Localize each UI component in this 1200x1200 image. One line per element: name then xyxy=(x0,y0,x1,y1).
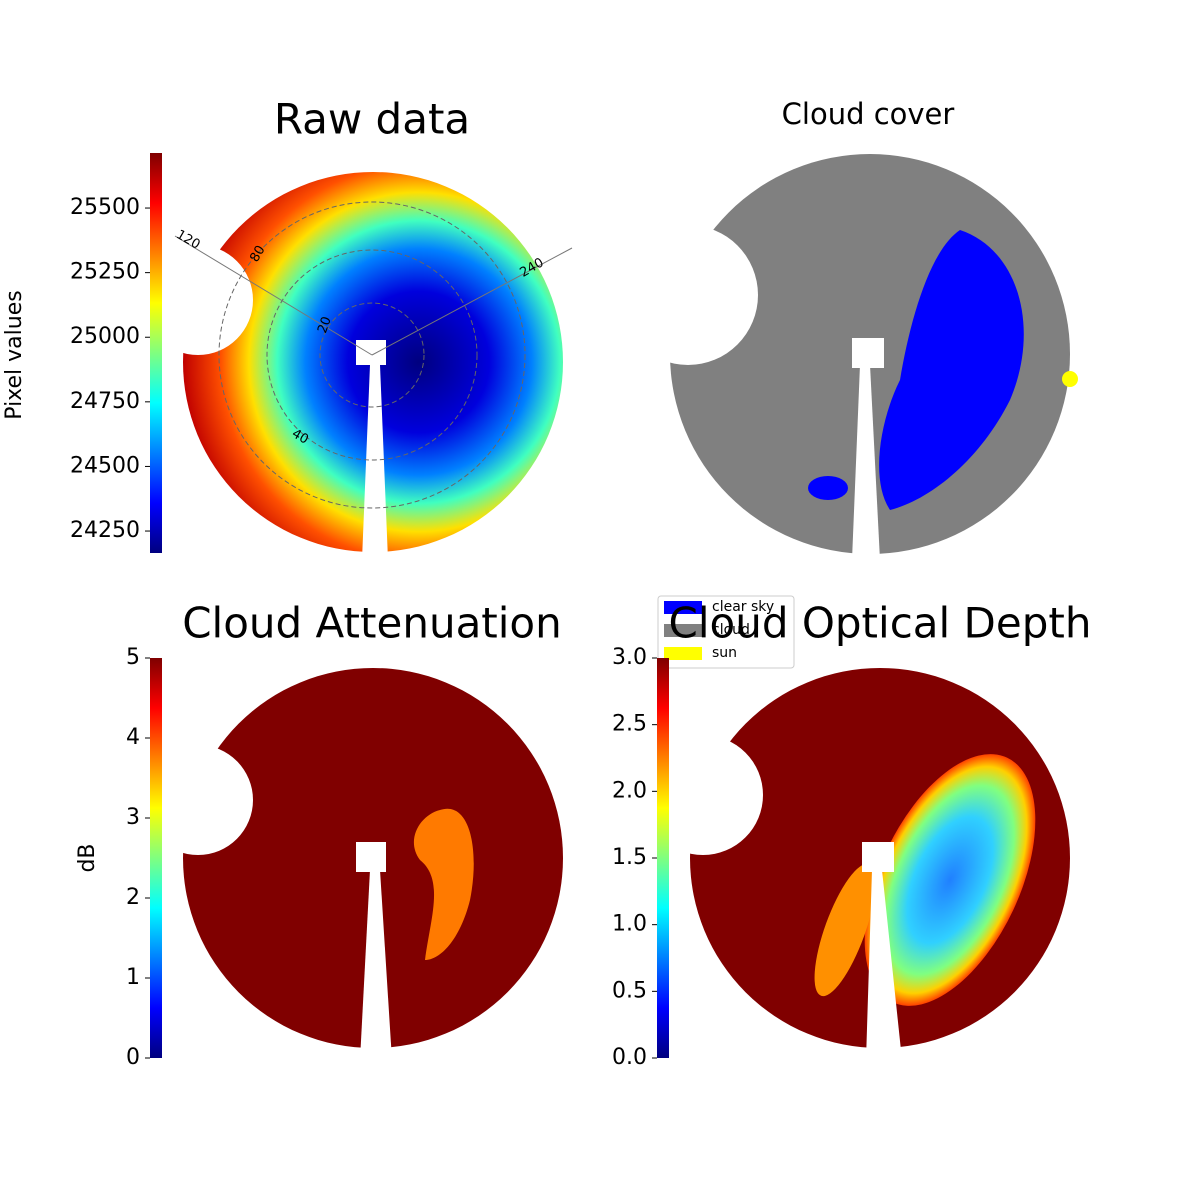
colorbar-tick-label: 1.0 xyxy=(612,912,647,937)
colorbar-tick-label: 4 xyxy=(126,725,140,750)
panel-title: Cloud Optical Depth xyxy=(669,599,1092,648)
panel-title: Cloud Attenuation xyxy=(182,599,562,648)
panel-title: Cloud cover xyxy=(782,97,955,131)
colorbar-tick-label: 3.0 xyxy=(612,645,647,670)
optical-depth-image xyxy=(643,668,1070,1060)
polar-annotation: 40 xyxy=(289,426,311,447)
colorbar-tick-label: 24500 xyxy=(70,453,140,478)
colorbar xyxy=(150,658,162,1058)
attenuation-image xyxy=(143,668,563,1060)
legend-label: cloud xyxy=(712,622,750,638)
colorbar-tick-label: 1 xyxy=(126,965,140,990)
legend-label: sun xyxy=(712,645,737,661)
colorbar-tick-label: 2 xyxy=(126,885,140,910)
colorbar-tick-label: 0.0 xyxy=(612,1045,647,1070)
legend-swatch xyxy=(664,601,702,614)
legend-swatch xyxy=(664,647,702,660)
cloud-cover-image xyxy=(618,154,1078,560)
colorbar-tick-label: 0 xyxy=(126,1045,140,1070)
colorbar xyxy=(657,658,669,1058)
legend-label: clear sky xyxy=(712,599,774,615)
colorbar-label: dB xyxy=(75,843,100,872)
polar-annotation: 80 xyxy=(247,243,268,265)
colorbar-tick-label: 25500 xyxy=(70,195,140,220)
colorbar-tick-label: 5 xyxy=(126,645,140,670)
raw-image xyxy=(143,172,573,560)
colorbar-label: Pixel values xyxy=(2,290,27,419)
colorbar-tick-label: 24250 xyxy=(70,518,140,543)
panel-title: Raw data xyxy=(274,95,470,144)
colorbar-tick-label: 1.5 xyxy=(612,845,647,870)
colorbar-tick-label: 25000 xyxy=(70,324,140,349)
colorbar xyxy=(150,153,162,553)
legend-swatch xyxy=(664,624,702,637)
colorbar-tick-label: 2.0 xyxy=(612,778,647,803)
colorbar-tick-label: 0.5 xyxy=(612,978,647,1003)
polar-annotation: 20 xyxy=(315,315,335,336)
colorbar-tick-label: 3 xyxy=(126,805,140,830)
colorbar-tick-label: 25250 xyxy=(70,260,140,285)
colorbar-tick-label: 2.5 xyxy=(612,712,647,737)
colorbar-tick-label: 24750 xyxy=(70,389,140,414)
